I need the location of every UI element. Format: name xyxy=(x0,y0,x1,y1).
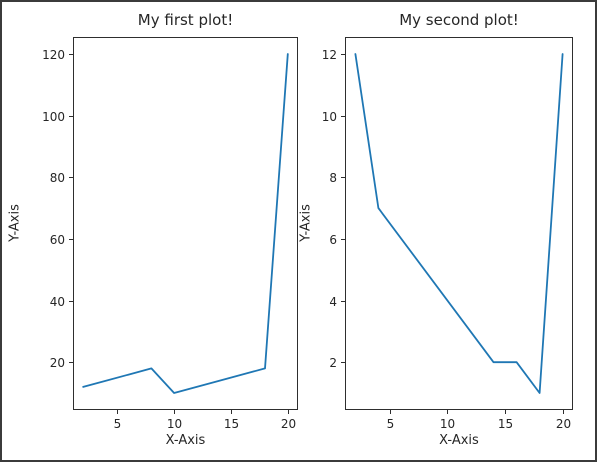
x-tick-label: 5 xyxy=(114,417,122,431)
y-tick-label: 60 xyxy=(50,233,65,247)
plot-canvas: 5 10 15 20 20 40 60 80 100 120 xyxy=(42,37,298,431)
plot-canvas: 5 10 15 20 2 4 6 8 10 12 xyxy=(322,37,573,431)
x-tick-label: 5 xyxy=(387,417,395,431)
x-tick-label: 20 xyxy=(281,417,296,431)
axes-spines xyxy=(345,37,573,410)
y-tick-label: 40 xyxy=(50,295,65,309)
subplot-1-axes: 5 10 15 20 20 40 60 80 100 120 xyxy=(42,37,298,431)
axes-spines xyxy=(73,37,298,410)
subplot-2-ylabel: Y-Axis xyxy=(298,204,314,242)
y-tick-label: 8 xyxy=(329,171,337,185)
y-tick-label: 100 xyxy=(42,110,65,124)
y-tick-label: 6 xyxy=(329,233,337,247)
subplot-2-xlabel: X-Axis xyxy=(439,433,479,448)
subplot-2-axes: 5 10 15 20 2 4 6 8 10 12 xyxy=(322,37,573,431)
subplot-2-title: My second plot! xyxy=(399,11,519,29)
y-tick-label: 20 xyxy=(50,356,65,370)
y-tick-label: 120 xyxy=(42,48,65,62)
x-tick-label: 10 xyxy=(167,417,182,431)
x-tick-label: 20 xyxy=(556,417,571,431)
x-tick-label: 15 xyxy=(224,417,239,431)
data-line xyxy=(354,53,564,394)
y-tick-label: 4 xyxy=(329,295,337,309)
subplot-1-ylabel: Y-Axis xyxy=(7,204,23,242)
subplot-1-title: My first plot! xyxy=(137,11,234,29)
y-tick-label: 2 xyxy=(329,356,337,370)
subplot-1-xlabel: X-Axis xyxy=(165,433,206,448)
x-tick-label: 15 xyxy=(498,417,513,431)
y-tick-label: 12 xyxy=(322,48,337,62)
y-tick-label: 80 xyxy=(50,171,65,185)
x-tick-label: 10 xyxy=(440,417,455,431)
data-line xyxy=(82,53,289,394)
y-tick-label: 10 xyxy=(322,110,337,124)
